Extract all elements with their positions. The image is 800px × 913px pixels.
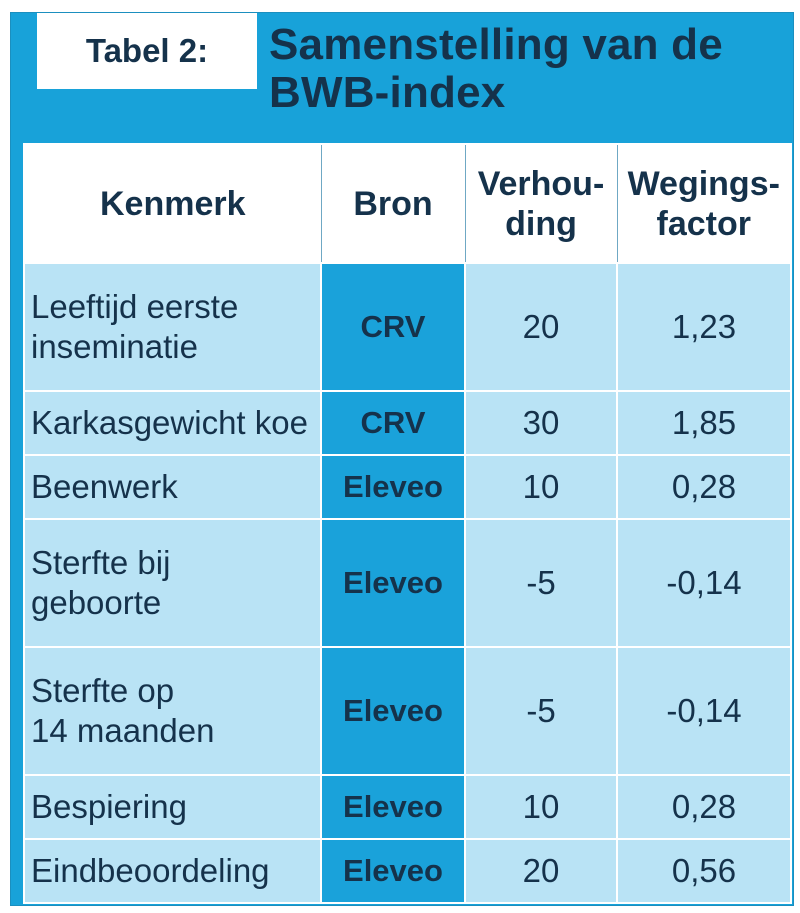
table-row: Beenwerk Eleveo 10 0,28 [23,454,792,520]
kenmerk-line-1: Eindbeoordeling [31,852,270,889]
kenmerk-line-1: Leeftijd eerste [31,288,239,325]
table-row: Sterfte bij geboorte Eleveo -5 -0,14 [23,518,792,648]
header-wegingsfactor: Wegings- factor [616,143,792,264]
header-row: Kenmerk Bron Verhou- ding Wegings- facto… [23,143,792,264]
verhouding-cell: 10 [464,454,618,520]
bron-cell: CRV [320,262,466,392]
table-row: Sterfte op 14 maanden Eleveo -5 -0,14 [23,646,792,776]
table-panel: Tabel 2: Samenstelling van de BWB-index … [10,12,794,906]
kenmerk-cell: Leeftijd eerste inseminatie [23,262,322,392]
table-title: Samenstelling van de BWB-index [269,21,723,117]
kenmerk-cell: Sterfte op 14 maanden [23,646,322,776]
table-row: Bespiering Eleveo 10 0,28 [23,774,792,840]
header-wegingsfactor-line-1: Wegings- [627,164,780,203]
table-row: Karkasgewicht koe CRV 30 1,85 [23,390,792,456]
wegingsfactor-cell: -0,14 [616,646,792,776]
header-bron: Bron [320,143,466,264]
verhouding-cell: 10 [464,774,618,840]
verhouding-cell: -5 [464,518,618,648]
header-verhouding-line-2: ding [505,204,577,243]
kenmerk-cell: Karkasgewicht koe [23,390,322,456]
kenmerk-line-1: Beenwerk [31,468,178,505]
header-wegingsfactor-line-2: factor [656,204,751,243]
table-title-line-2: BWB-index [269,68,506,117]
wegingsfactor-cell: 0,28 [616,774,792,840]
table-row: Eindbeoordeling Eleveo 20 0,56 [23,838,792,904]
header-verhouding: Verhou- ding [464,143,618,264]
header-kenmerk: Kenmerk [23,143,322,264]
table-number-label: Tabel 2: [37,13,257,89]
wegingsfactor-cell: 1,85 [616,390,792,456]
bron-cell: Eleveo [320,454,466,520]
wegingsfactor-cell: 0,56 [616,838,792,904]
kenmerk-line-2: 14 maanden [31,712,215,749]
wegingsfactor-cell: 1,23 [616,262,792,392]
verhouding-cell: 20 [464,838,618,904]
verhouding-cell: -5 [464,646,618,776]
kenmerk-cell: Eindbeoordeling [23,838,322,904]
kenmerk-cell: Sterfte bij geboorte [23,518,322,648]
kenmerk-line-1: Karkasgewicht koe [31,404,308,441]
table-title-line-1: Samenstelling van de [269,20,723,69]
bron-cell: Eleveo [320,646,466,776]
kenmerk-cell: Bespiering [23,774,322,840]
table-row: Leeftijd eerste inseminatie CRV 20 1,23 [23,262,792,392]
bron-cell: Eleveo [320,774,466,840]
kenmerk-line-1: Bespiering [31,788,187,825]
verhouding-cell: 30 [464,390,618,456]
kenmerk-cell: Beenwerk [23,454,322,520]
bron-cell: CRV [320,390,466,456]
wegingsfactor-cell: -0,14 [616,518,792,648]
wegingsfactor-cell: 0,28 [616,454,792,520]
verhouding-cell: 20 [464,262,618,392]
bron-cell: Eleveo [320,838,466,904]
kenmerk-line-2: inseminatie [31,328,198,365]
bron-cell: Eleveo [320,518,466,648]
kenmerk-line-1: Sterfte bij [31,544,171,581]
header-verhouding-line-1: Verhou- [477,164,605,203]
kenmerk-line-2: geboorte [31,584,162,621]
kenmerk-line-1: Sterfte op [31,672,175,709]
bwb-index-table: Kenmerk Bron Verhou- ding Wegings- facto… [23,143,792,904]
